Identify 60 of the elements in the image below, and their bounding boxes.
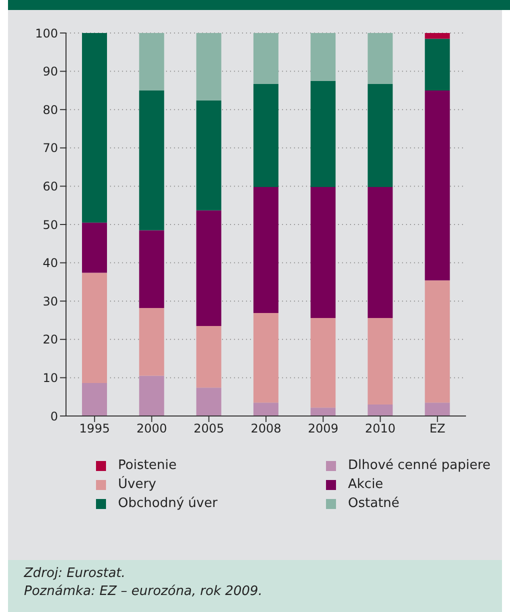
legend-label: Poistenie <box>118 458 177 473</box>
bar <box>196 100 222 210</box>
y-tick-label: 100 <box>35 26 58 40</box>
y-tick-label: 90 <box>42 64 58 79</box>
bar <box>310 80 336 187</box>
x-tick-label: EZ <box>430 422 446 436</box>
bar <box>310 186 336 318</box>
bar <box>253 186 278 313</box>
bar <box>368 318 393 405</box>
x-tick-label: 2008 <box>250 422 282 436</box>
bar <box>253 33 278 84</box>
bar <box>82 222 107 273</box>
x-tick-label: 2010 <box>365 422 396 436</box>
bar <box>139 376 164 416</box>
bar <box>253 402 278 416</box>
legend-label: Úvery <box>118 477 156 492</box>
y-tick-label: 10 <box>42 370 58 385</box>
bar <box>368 33 393 84</box>
bar <box>82 383 107 416</box>
bar <box>253 84 278 187</box>
bar <box>368 404 393 416</box>
bar <box>424 280 450 403</box>
y-tick-label: 40 <box>42 256 58 270</box>
y-tick-label: 20 <box>42 332 58 347</box>
y-tick-label: 50 <box>42 218 58 232</box>
bar <box>82 272 107 384</box>
bar <box>253 312 278 403</box>
bar <box>424 33 450 39</box>
x-tick-label: 2009 <box>308 422 338 436</box>
bar <box>310 33 336 81</box>
bar <box>196 388 222 416</box>
y-tick-label: 0 <box>50 409 58 424</box>
text: Poznámka: EZ – eurozóna, rok 2009. <box>24 584 264 599</box>
x-tick-label: 2000 <box>136 422 167 436</box>
bar <box>139 230 164 308</box>
text: Zdroj: Eurostat. <box>24 566 126 581</box>
bar <box>196 33 222 100</box>
y-tick-label: 70 <box>42 141 58 156</box>
legend-label: Obchodný úver <box>118 496 218 511</box>
bar <box>310 318 336 408</box>
bar <box>139 308 164 376</box>
y-tick-label: 80 <box>42 102 58 117</box>
bar <box>139 33 164 90</box>
bar <box>196 210 222 326</box>
x-tick-label: 1995 <box>79 422 110 436</box>
legend-label: Akcie <box>348 477 384 492</box>
bar <box>310 408 336 416</box>
bar <box>139 90 164 230</box>
y-tick-label: 60 <box>42 179 58 194</box>
legend-label: Ostatné <box>348 496 400 511</box>
bar <box>368 186 393 318</box>
bar <box>424 90 450 280</box>
legend-label: Dlhové cenné papiere <box>348 458 491 473</box>
bar <box>424 402 450 416</box>
y-tick-label: 30 <box>42 294 58 308</box>
bar <box>82 33 107 223</box>
x-tick-label: 2005 <box>194 422 224 436</box>
bar <box>424 38 450 90</box>
bar <box>368 84 393 187</box>
bar <box>196 326 222 388</box>
